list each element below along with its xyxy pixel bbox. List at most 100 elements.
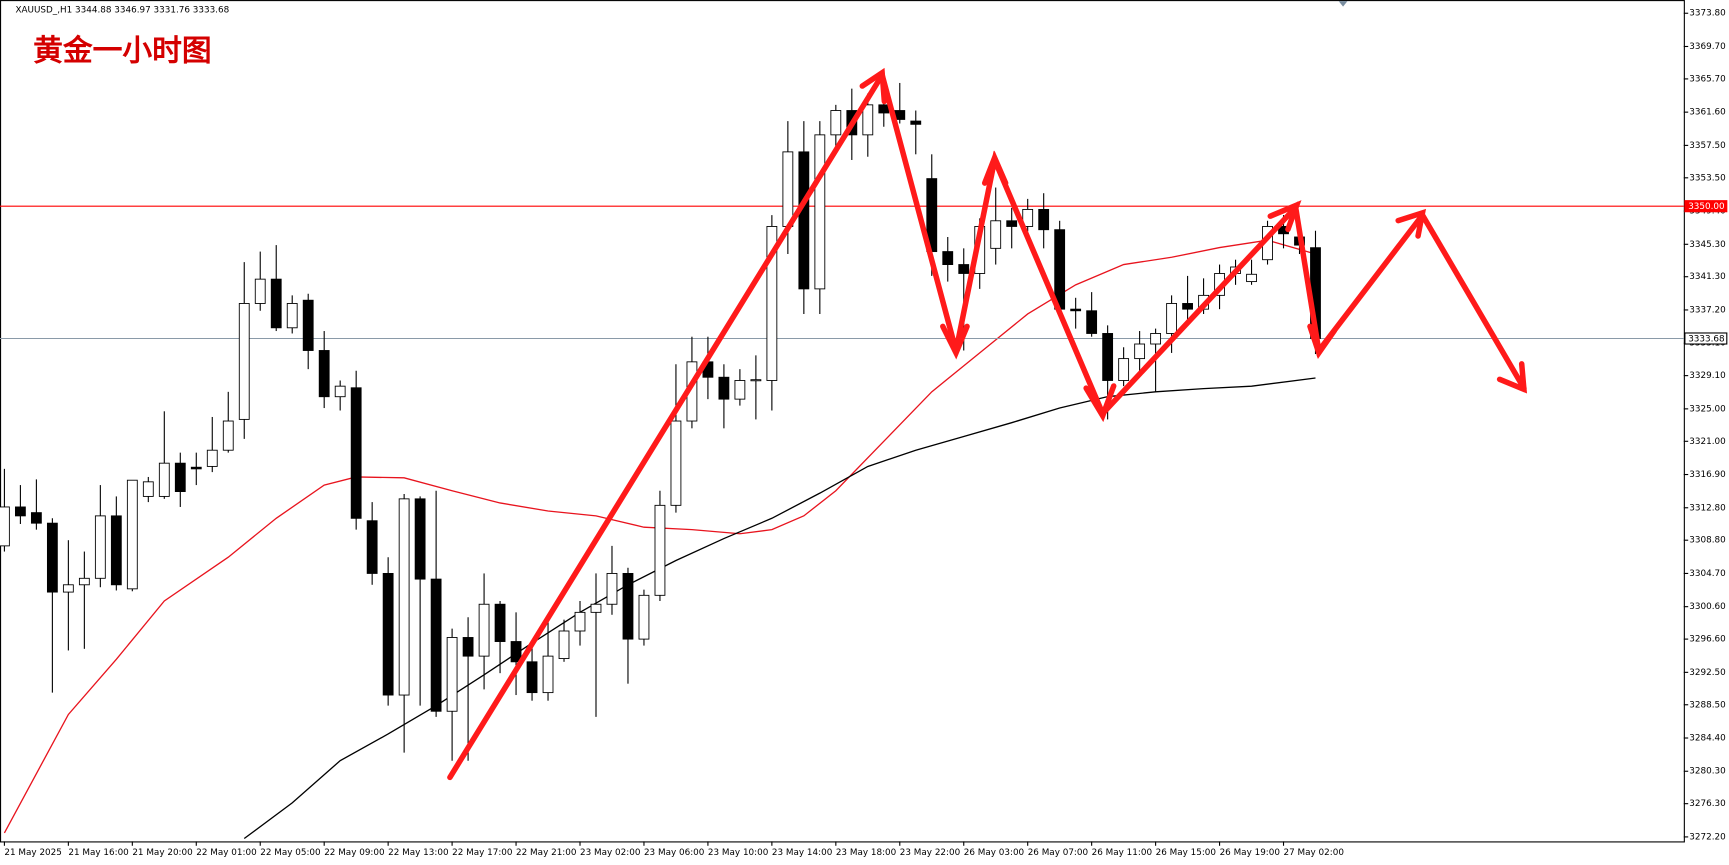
candle-body — [1246, 273, 1257, 283]
candle-body — [958, 264, 970, 274]
price-level-label: 3350.00 — [1688, 202, 1725, 212]
y-tick-label: 3329.10 — [1689, 371, 1726, 381]
x-tick-label: 22 May 21:00 — [516, 848, 577, 858]
y-tick-label: 3365.70 — [1689, 74, 1726, 84]
x-tick-label: 23 May 10:00 — [708, 848, 769, 858]
candle-body — [430, 578, 442, 712]
arrow-head — [1267, 200, 1302, 233]
y-tick-label: 3373.80 — [1689, 9, 1726, 19]
y-tick-label: 3369.70 — [1689, 42, 1726, 52]
candle-body — [190, 466, 202, 470]
arrow — [447, 72, 885, 781]
candle-body — [750, 379, 762, 382]
y-tick-label: 3304.70 — [1689, 569, 1726, 579]
x-tick-label: 23 May 02:00 — [580, 848, 641, 858]
x-tick-label: 21 May 16:00 — [68, 848, 129, 858]
x-tick-label: 22 May 05:00 — [260, 848, 321, 858]
candle-body — [238, 303, 250, 420]
candle-body — [1182, 303, 1193, 310]
candle-body — [46, 522, 58, 593]
arrow-head — [940, 323, 970, 360]
candle-body — [94, 515, 106, 579]
x-tick-label: 27 May 02:00 — [1284, 848, 1345, 858]
candle-body — [734, 380, 746, 400]
candle-body — [350, 387, 362, 519]
y-tick-label: 3312.80 — [1689, 503, 1726, 513]
x-tick-label: 26 May 15:00 — [1156, 848, 1217, 858]
candle-body — [62, 584, 74, 593]
candle-body — [0, 506, 10, 547]
candle-body — [1150, 333, 1162, 345]
candle-body — [622, 572, 634, 640]
y-tick-label: 3316.90 — [1689, 470, 1726, 480]
y-tick-label: 3321.00 — [1689, 437, 1726, 447]
candle-body — [766, 226, 778, 381]
y-tick-label: 3300.60 — [1689, 602, 1726, 612]
arrow-head — [1083, 383, 1117, 423]
candle-body — [174, 462, 186, 492]
x-tick-label: 23 May 14:00 — [772, 848, 833, 858]
candle-body — [158, 462, 170, 497]
y-tick-label: 3296.60 — [1689, 635, 1726, 645]
x-tick-label: 21 May 2025 — [4, 848, 61, 858]
x-tick-label: 26 May 19:00 — [1220, 848, 1281, 858]
candle-body — [718, 376, 730, 400]
x-tick-label: 26 May 07:00 — [1028, 848, 1089, 858]
price-level-tag — [1684, 332, 1728, 345]
price-level-label: 3333.68 — [1688, 335, 1724, 345]
y-tick-label: 3357.50 — [1689, 141, 1726, 151]
shift-marker — [1338, 1, 1348, 7]
candle-body — [30, 512, 42, 524]
plot-frame — [0, 0, 1685, 843]
x-tick-label: 26 May 03:00 — [964, 848, 1025, 858]
candle-body — [446, 637, 458, 712]
chart-header: XAUUSD_,H1 3344.88 3346.97 3331.76 3333.… — [15, 5, 229, 15]
moving-average — [3, 239, 1316, 834]
candle-body — [1118, 358, 1130, 381]
chart-title: 黄金一小时图 — [33, 34, 212, 68]
y-tick-label: 3272.20 — [1689, 832, 1726, 842]
x-tick-label: 22 May 09:00 — [324, 848, 385, 858]
y-tick-label: 3337.20 — [1689, 305, 1726, 315]
candle-body — [494, 603, 506, 642]
candle-body — [830, 110, 842, 136]
x-tick-label: 21 May 20:00 — [132, 848, 193, 858]
candle-body — [654, 504, 666, 596]
candle-body — [462, 637, 474, 657]
candle-body — [942, 251, 954, 266]
candle-body — [206, 449, 218, 467]
candle-body — [526, 661, 538, 694]
candle-body — [110, 515, 122, 586]
candle-body — [878, 104, 890, 114]
trend-arrows — [447, 67, 1528, 781]
candle-body — [590, 603, 602, 613]
y-tick-label: 3288.50 — [1689, 700, 1726, 710]
candle-body — [366, 520, 378, 574]
candle-body — [670, 420, 682, 506]
arrow-head — [1307, 323, 1337, 359]
candle-body — [1102, 333, 1114, 381]
y-tick-label: 3325.00 — [1689, 404, 1726, 414]
arrow-head — [1496, 361, 1528, 394]
candle-body — [414, 498, 426, 580]
arrow-head — [1395, 208, 1427, 239]
y-tick-label: 3341.30 — [1689, 272, 1726, 282]
candle-body — [1166, 303, 1177, 334]
candle-body — [398, 498, 410, 696]
candle-body — [286, 303, 298, 329]
candle-body — [1134, 343, 1146, 360]
y-tick-label: 3280.30 — [1689, 767, 1726, 777]
y-tick-label: 3308.80 — [1689, 536, 1726, 546]
candle-body — [1038, 208, 1050, 231]
candle-body — [318, 350, 330, 398]
x-tick-label: 23 May 18:00 — [836, 848, 897, 858]
y-tick-label: 3292.50 — [1689, 668, 1726, 678]
candle-body — [1086, 310, 1098, 334]
candle-body — [222, 420, 234, 451]
candle-body — [334, 385, 346, 398]
candle-body — [1022, 208, 1034, 227]
candle-body — [14, 506, 26, 517]
candle-body — [510, 641, 522, 663]
candle-body — [542, 655, 554, 694]
